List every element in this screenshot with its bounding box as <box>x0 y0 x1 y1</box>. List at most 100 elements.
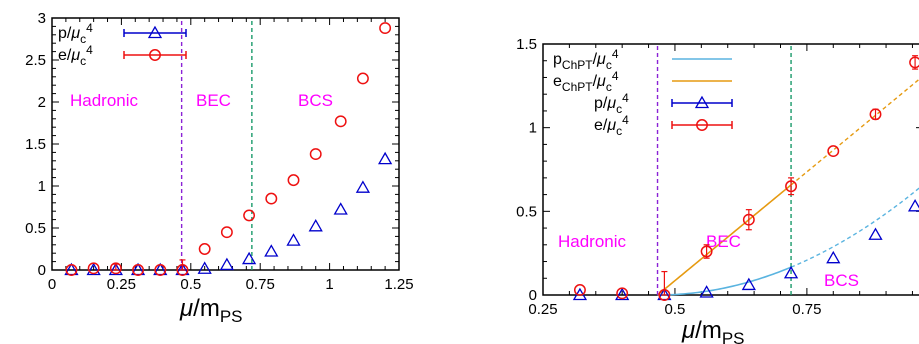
left-legend-p-label: p/μc4 <box>58 21 93 46</box>
r-y-tick-label: 0.5 <box>516 203 537 220</box>
r-y-tick-label: 1 <box>529 120 537 137</box>
l-p-data-point <box>355 180 371 193</box>
left-data-marks <box>64 22 393 276</box>
l-p-data-point <box>264 244 279 257</box>
l-y-tick-label: 3 <box>38 10 46 27</box>
e-chpt-curve-dashed <box>790 78 919 186</box>
r-e-data-point <box>869 108 882 121</box>
right-region-bcs: BCS <box>824 271 859 290</box>
left-legend-e-swatch <box>123 49 187 61</box>
r-x-tick-label: 0.25 <box>528 301 557 318</box>
l-y-tick-label: 1.5 <box>25 136 46 153</box>
r-x-tick-label: 0.75 <box>792 301 821 318</box>
r-x-tick-label: 0.5 <box>665 301 686 318</box>
r-e-data-point <box>785 180 798 193</box>
l-e-data-point <box>198 243 211 255</box>
right-plot-frame <box>542 43 919 296</box>
right-legend-p-swatch <box>671 95 733 109</box>
left-legend-p-swatch <box>123 25 187 39</box>
right-legend-p-marker <box>694 95 710 109</box>
r-e-data-point <box>742 213 755 226</box>
right-axis-ticks: 0.25 0.5 0.75 0 0.5 1 1.5 <box>516 36 919 318</box>
right-region-bec: BEC <box>706 232 741 251</box>
r-p-data-point <box>783 265 799 279</box>
l-e-data-point <box>243 209 256 222</box>
l-x-tick-label: 0.75 <box>246 276 275 293</box>
l-e-data-point <box>379 22 392 35</box>
l-p-data-point <box>86 262 101 276</box>
left-region-bec: BEC <box>196 91 231 110</box>
l-e-data-point <box>356 72 369 85</box>
r-e-data-point <box>700 245 713 258</box>
l-p-data-point <box>377 151 393 165</box>
r-e-data-point <box>658 289 671 301</box>
l-e-data-point <box>334 115 347 128</box>
right-legend-echpt-label: eChPT/μc4 <box>553 69 619 94</box>
left-region-lines <box>180 18 253 270</box>
l-x-tick-label: 0 <box>48 276 56 293</box>
l-x-tick-label: 1 <box>325 276 333 293</box>
r-e-data-point <box>909 56 919 69</box>
left-region-hadronic: Hadronic <box>70 91 139 110</box>
left-x-axis-label: μ/mPS <box>179 295 243 326</box>
left-legend: p/μc4 e/μc4 <box>58 21 187 68</box>
l-p-data-point <box>241 251 257 265</box>
p-chpt-curve-dashed <box>790 187 919 268</box>
r-p-data-point <box>868 227 883 240</box>
right-data-marks <box>572 55 919 301</box>
left-legend-p-marker <box>147 25 163 39</box>
right-x-axis-label: μ/mPS <box>681 317 745 344</box>
r-p-data-point <box>699 285 714 298</box>
l-e-data-point <box>309 148 322 161</box>
l-y-tick-label: 2.5 <box>25 52 46 69</box>
left-region-bcs: BCS <box>298 91 333 110</box>
left-legend-e-marker <box>149 49 161 61</box>
l-y-tick-label: 0 <box>38 262 46 279</box>
right-chart: 0.25 0.5 0.75 0 0.5 1 1.5 Hadronic BEC BCS pCh… <box>516 36 919 344</box>
right-chpt-curves <box>657 78 919 296</box>
right-region-hadronic: Hadronic <box>558 232 627 251</box>
p-chpt-curve-solid <box>657 266 792 296</box>
l-p-data-point <box>108 262 123 276</box>
l-p-data-point <box>219 257 235 271</box>
r-e-data-point <box>573 284 586 296</box>
l-e-data-point <box>65 264 78 276</box>
l-p-data-point <box>286 233 301 246</box>
l-p-data-point <box>308 219 323 232</box>
r-p-data-point <box>907 199 919 212</box>
l-e-data-point <box>87 262 100 275</box>
e-chpt-curve-solid <box>657 184 792 296</box>
r-y-tick-label: 1.5 <box>516 36 537 53</box>
right-legend: pChPT/μc4 eChPT/μc4 p/μc4 e/μc4 <box>553 47 733 138</box>
l-e-data-point <box>109 262 122 275</box>
l-e-data-point <box>132 264 145 276</box>
l-y-tick-label: 0.5 <box>25 220 46 237</box>
l-e-data-point <box>220 226 233 239</box>
left-axis-ticks: 0 0.25 0.5 0.75 1 1.25 0 0.5 1 1.5 2 2.5 3 <box>25 10 413 293</box>
left-legend-e-label: e/μc4 <box>58 43 93 68</box>
l-e-data-point <box>287 174 300 187</box>
l-x-tick-label: 0.25 <box>107 276 136 293</box>
right-legend-e-swatch <box>671 119 733 131</box>
l-p-data-point <box>333 202 348 215</box>
r-p-data-point <box>741 277 756 291</box>
l-y-tick-label: 1 <box>38 178 46 195</box>
l-p-data-point <box>197 261 212 274</box>
l-e-data-point <box>176 264 189 276</box>
r-p-data-point <box>826 250 841 264</box>
r-y-tick-label: 0 <box>529 287 537 304</box>
l-y-tick-label: 2 <box>38 94 46 111</box>
right-legend-e-label: e/μc4 <box>594 113 629 138</box>
right-legend-e-marker <box>696 119 708 131</box>
l-x-tick-label: 1.25 <box>384 276 413 293</box>
l-e-data-point <box>265 192 278 205</box>
r-p-data-point <box>615 287 630 301</box>
r-e-data-point <box>827 145 840 158</box>
left-plot-frame <box>51 17 400 271</box>
l-e-data-point <box>154 264 167 276</box>
l-x-tick-label: 0.5 <box>180 276 201 293</box>
right-legend-pchpt-label: pChPT/μc4 <box>553 47 619 72</box>
r-e-data-point <box>616 287 629 300</box>
